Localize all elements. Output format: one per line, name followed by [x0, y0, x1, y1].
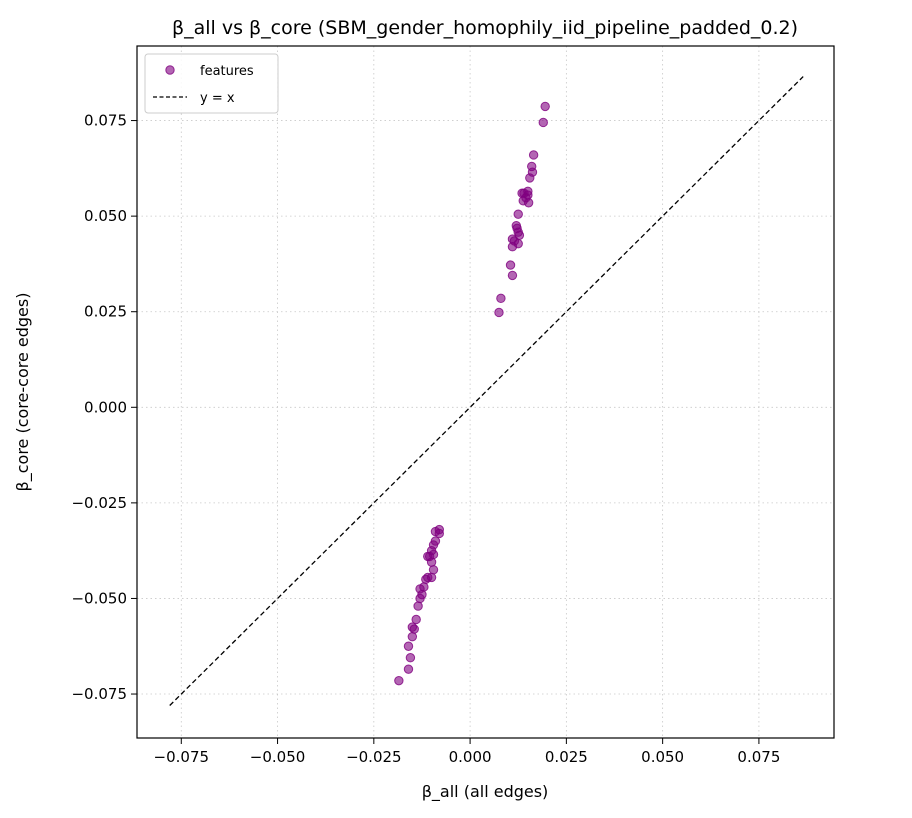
x-tick-label: −0.050 [250, 748, 306, 766]
scatter-point [415, 593, 425, 604]
axis-ticks: −0.075 −0.050 −0.025 0.000 0.025 0.050 0.075 −0… [71, 112, 780, 766]
scatter-point [538, 117, 548, 128]
scatter-point [405, 653, 416, 663]
y-tick-label: −0.050 [71, 589, 127, 607]
scatter-point [505, 260, 516, 270]
scatter-point [496, 293, 506, 304]
x-tick-label: 0.050 [641, 748, 684, 766]
scatter-point [403, 641, 414, 651]
legend: features y = x [144, 53, 279, 114]
scatter-point [421, 574, 431, 585]
legend-marker-features [165, 65, 175, 75]
y-tick-label: 0.000 [84, 398, 127, 416]
legend-label-features: features [200, 64, 254, 79]
y-tick-label: −0.025 [71, 494, 127, 512]
scatter-point [525, 173, 535, 183]
scatter-point [507, 242, 518, 252]
x-tick-label: 0.075 [737, 748, 780, 766]
scatter-point [409, 624, 419, 634]
x-axis-label: β_all (all edges) [422, 782, 549, 802]
reference-line-layer [169, 76, 804, 706]
scatter-point [428, 565, 439, 575]
scatter-point [413, 601, 423, 611]
x-tick-label: 0.025 [545, 748, 588, 766]
scatter-point [494, 307, 504, 318]
scatter-point [434, 528, 444, 539]
scatter-point [523, 198, 534, 208]
x-tick-label: −0.025 [346, 748, 402, 766]
scatter-point [403, 664, 414, 674]
grid-lines [137, 46, 834, 738]
y-axis-label: β_core (core-core edges) [13, 293, 33, 492]
y-tick-label: 0.075 [84, 112, 127, 130]
y-tick-label: 0.025 [84, 303, 127, 321]
scatter-points-layer [394, 101, 550, 686]
scatter-point [426, 557, 437, 567]
scatter-point [411, 614, 421, 625]
scatter-point [540, 101, 550, 112]
y-tick-label: 0.050 [84, 207, 127, 225]
y-tick-label: −0.075 [71, 685, 127, 703]
yx-reference-line [169, 76, 804, 706]
scatter-point [407, 631, 418, 642]
chart-title: β_all vs β_core (SBM_gender_homophily_ii… [172, 17, 798, 39]
scatter-point [513, 209, 523, 219]
plot-frame [136, 45, 835, 739]
scatter-point [528, 150, 539, 160]
legend-box [144, 53, 279, 114]
scatter-point [507, 270, 518, 281]
legend-label-yx: y = x [200, 91, 235, 106]
x-tick-label: −0.075 [154, 748, 210, 766]
x-tick-label: 0.000 [449, 748, 492, 766]
scatter-point [394, 675, 404, 686]
